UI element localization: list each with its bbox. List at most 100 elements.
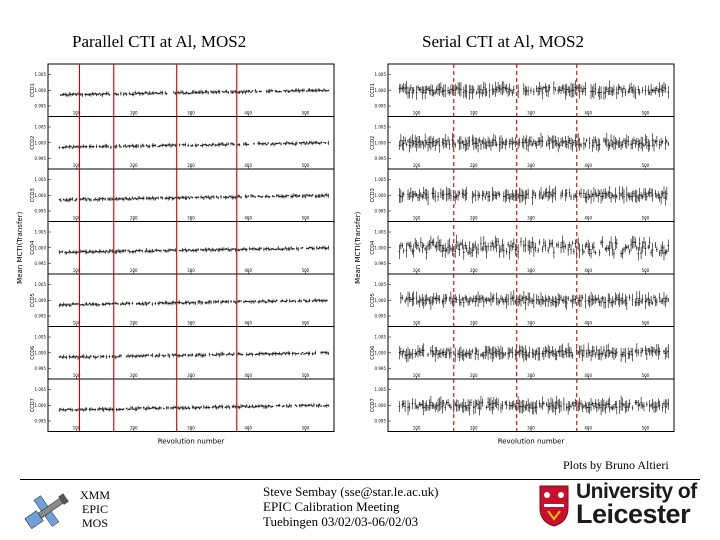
- logo-line-xmm: XMM: [80, 488, 111, 502]
- y-tick-label: 1.005: [35, 335, 47, 340]
- y-tick-label: 1.000: [35, 88, 47, 93]
- y-tick-label: 1.000: [375, 350, 387, 355]
- panel-label: CCD1: [30, 83, 36, 97]
- x-tick-label: 400: [244, 373, 252, 378]
- y-tick-label: 1.000: [35, 403, 47, 408]
- panel-ccd7: CCD7 0.995 1.000 1.005 100 200 300 400 500: [30, 378, 335, 432]
- x-tick-label: 100: [413, 426, 421, 431]
- x-tick-label: 200: [130, 426, 138, 431]
- x-tick-label: 200: [470, 321, 478, 326]
- x-tick-label: 400: [584, 111, 592, 116]
- x-tick-label: 200: [130, 111, 138, 116]
- panel-label: CCD6: [30, 346, 36, 360]
- panel-ccd2: CCD2 0.995 1.000 1.005 100 200 300 400 500: [30, 116, 335, 170]
- x-tick-label: 200: [470, 216, 478, 221]
- parallel-cti-chart: Mean MCTI(Transfer) CCD1 0.995 1.000 1.005 10…: [16, 63, 335, 446]
- panel-ccd3: CCD3 0.995 1.000 1.005 100 200 300 400 500: [370, 168, 675, 222]
- y-tick-label: 1.000: [375, 245, 387, 250]
- x-tick-label: 100: [73, 268, 81, 273]
- xmm-satellite-logo: [24, 493, 69, 530]
- x-tick-label: 400: [244, 216, 252, 221]
- panel-ccd5: CCD5 0.995 1.000 1.005 100 200 300 400 500: [370, 273, 675, 327]
- x-tick-label: 200: [470, 268, 478, 273]
- x-tick-label: 200: [130, 268, 138, 273]
- university-name-line-2: Leicester: [576, 499, 691, 529]
- xmm-epic-mos-label: XMM EPIC MOS: [80, 488, 110, 530]
- panel-ccd6: CCD6 0.995 1.000 1.005 100 200 300 400 500: [30, 326, 335, 380]
- panel-label: CCD5: [30, 293, 36, 307]
- x-tick-label: 300: [527, 373, 535, 378]
- x-tick-label: 500: [302, 268, 310, 273]
- meeting-name: EPIC Calibration Meeting: [263, 499, 400, 514]
- serial-cti-chart: Mean MCTI(Transfer) CCD1 0.995 1.000 1.005 10…: [354, 63, 675, 446]
- x-tick-label: 500: [302, 373, 310, 378]
- y-tick-label: 1.005: [35, 125, 47, 130]
- x-tick-label: 300: [187, 268, 195, 273]
- panel-label: CCD7: [30, 398, 36, 412]
- y-tick-label: 1.000: [375, 298, 387, 303]
- x-tick-label: 500: [642, 111, 650, 116]
- x-tick-label: 200: [130, 163, 138, 168]
- y-tick-label: 0.995: [35, 261, 47, 266]
- x-tick-label: 300: [527, 111, 535, 116]
- x-tick-label: 100: [413, 268, 421, 273]
- x-tick-label: 300: [527, 268, 535, 273]
- y-tick-label: 0.995: [375, 366, 387, 371]
- x-tick-label: 200: [470, 373, 478, 378]
- x-tick-label: 200: [470, 111, 478, 116]
- y-tick-label: 0.995: [375, 419, 387, 424]
- panel-label: CCD2: [30, 136, 36, 150]
- x-tick-label: 100: [413, 216, 421, 221]
- y-tick-label: 1.000: [35, 350, 47, 355]
- panel-ccd4: CCD4 0.995 1.000 1.005 100 200 300 400 500: [370, 221, 675, 275]
- panel-ccd5: CCD5 0.995 1.000 1.005 100 200 300 400 500: [30, 273, 335, 327]
- x-tick-label: 300: [187, 216, 195, 221]
- panel-ccd2: CCD2 0.995 1.000 1.005 100 200 300 400 500: [370, 116, 675, 170]
- y-tick-label: 0.995: [35, 314, 47, 319]
- plot-credit: Plots by Bruno Altieri: [563, 458, 669, 472]
- y-tick-label: 1.000: [375, 140, 387, 145]
- presenter-name-email: Steve Sembay (sse@star.le.ac.uk): [263, 484, 439, 499]
- x-tick-label: 100: [73, 321, 81, 326]
- x-tick-label: 200: [470, 163, 478, 168]
- x-tick-label: 500: [302, 111, 310, 116]
- y-tick-label: 1.000: [35, 245, 47, 250]
- x-tick-label: 500: [642, 163, 650, 168]
- university-name-line-1: University of: [576, 480, 697, 503]
- y-tick-label: 1.000: [375, 88, 387, 93]
- y-tick-label: 1.005: [35, 387, 47, 392]
- x-axis-label: Revolution number: [158, 438, 225, 446]
- x-tick-label: 400: [244, 426, 252, 431]
- x-tick-label: 100: [73, 373, 81, 378]
- panel-frame: [47, 326, 335, 380]
- x-tick-label: 400: [244, 321, 252, 326]
- y-tick-label: 0.995: [375, 156, 387, 161]
- panel-frame: [47, 273, 335, 327]
- logo-line-epic: EPIC: [82, 502, 109, 516]
- x-tick-label: 100: [73, 163, 81, 168]
- x-tick-label: 300: [187, 163, 195, 168]
- meeting-location-dates: Tuebingen 03/02/03-06/02/03: [263, 514, 419, 529]
- y-tick-label: 1.005: [35, 230, 47, 235]
- x-tick-label: 500: [302, 216, 310, 221]
- y-axis-label: Mean MCTI(Transfer): [16, 211, 24, 283]
- x-tick-label: 100: [413, 373, 421, 378]
- panel-label: CCD3: [370, 188, 376, 202]
- y-axis-label: Mean MCTI(Transfer): [354, 211, 362, 283]
- y-tick-label: 1.000: [375, 403, 387, 408]
- panel-ccd4: CCD4 0.995 1.000 1.005 100 200 300 400 500: [30, 221, 335, 275]
- y-tick-label: 0.995: [375, 209, 387, 214]
- x-tick-label: 400: [244, 111, 252, 116]
- panel-ccd3: CCD3 0.995 1.000 1.005 100 200 300 400 500: [30, 168, 335, 222]
- panel-ccd1: CCD1 0.995 1.000 1.005 100 200 300 400 500: [370, 63, 675, 117]
- x-tick-label: 200: [470, 426, 478, 431]
- panel-label: CCD3: [30, 188, 36, 202]
- x-tick-label: 400: [584, 321, 592, 326]
- y-tick-label: 1.005: [35, 177, 47, 182]
- x-tick-label: 400: [584, 426, 592, 431]
- panel-label: CCD7: [370, 398, 376, 412]
- x-tick-label: 500: [642, 268, 650, 273]
- y-tick-label: 1.005: [375, 282, 387, 287]
- x-tick-label: 100: [413, 321, 421, 326]
- x-tick-label: 400: [584, 163, 592, 168]
